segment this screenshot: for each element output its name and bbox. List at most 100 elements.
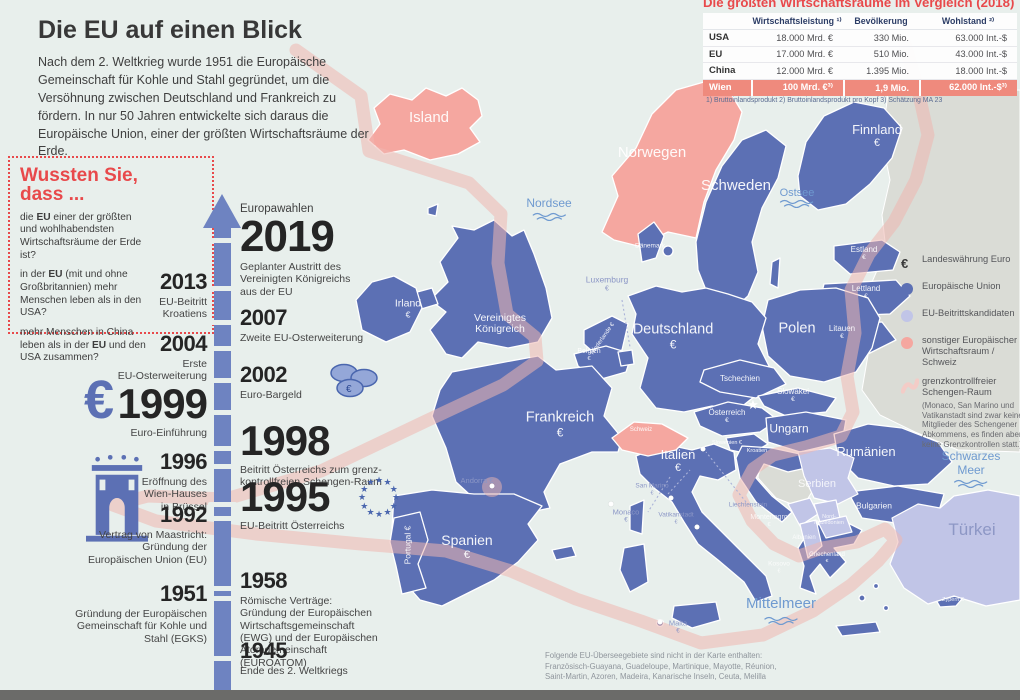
map-country-schweiz (611, 421, 689, 457)
table-rows: USA 18.000 Mrd. € 330 Mio. 63.000 Int.-$ EU 1… (703, 30, 1017, 96)
timeline-arrow-icon (203, 194, 241, 228)
euro-currency-mark: € (874, 136, 880, 149)
timeline-event-text: Beitritt Österreichs zum grenz- kontroll… (240, 463, 382, 489)
euro-currency-mark: € (840, 333, 844, 341)
timeline-year: 2004 (160, 331, 207, 356)
euro-currency-mark: € (463, 548, 471, 561)
timeline-event-1951: 1951 Gründung der Europäischen Gemeinscha… (0, 581, 207, 645)
country-label-kosovo: Kosovo € (768, 560, 790, 574)
row-value: 17.000 Mrd. € (776, 49, 833, 60)
timeline-event-text: Euro-Bargeld (240, 388, 302, 401)
timeline-year: 1995 (240, 473, 330, 520)
country-label-malta: Malta € (669, 619, 687, 634)
facts-box-items: die EU einer der größten und wohlhabends… (20, 212, 202, 365)
legend-text: Europäische Union (922, 281, 1001, 300)
euro-currency-mark: € (587, 356, 591, 363)
sea-name: Ostsee (779, 187, 815, 199)
legend-symbol-euro: € (901, 256, 909, 271)
timeline-tick (208, 502, 237, 507)
legend-text: EU-Beitrittskandidaten (922, 308, 1015, 327)
timeline-tick (208, 596, 237, 601)
timeline-event-prelabel: Europawahlen (240, 203, 314, 215)
wave-icon (780, 199, 815, 211)
map-island-aegaeis-2 (872, 582, 880, 590)
fact-item: in der EU (mit und ohne Großbritannien) … (20, 269, 142, 319)
country-label-montenegro: Montenegro € (750, 514, 787, 528)
country-label-monaco: Monaco € (613, 508, 640, 523)
row-value: 63.000 Int.-$ (955, 32, 1007, 43)
timeline-event-text: Erste EU-Osterweiterung (117, 357, 207, 383)
microstate-dot (700, 446, 706, 452)
country-name: Türkei (948, 520, 996, 540)
legend-symbol-circle-cand (901, 308, 917, 327)
row-value: 18.000 Mrd. € (776, 32, 833, 43)
table-header-cell: Bevölkerung (854, 16, 908, 26)
map-island-faeroeer (427, 203, 439, 217)
euro-coins-icon: € (324, 361, 382, 408)
country-name: Lettland (851, 283, 881, 293)
country-label-albanien: Albanien (792, 535, 815, 541)
legend-label: Landeswährung Euro (922, 254, 1011, 264)
country-label-belgien: Belgien € (577, 348, 600, 362)
legend-item: sonstiger Europäischer Wirtschaftsraum /… (901, 335, 1020, 368)
country-label-frankreich: Frankreich € (526, 410, 595, 439)
country-name: Zypern € (942, 597, 964, 604)
country-label-schweden: Schweden (701, 178, 771, 194)
fact-item: die EU einer der größten und wohlhabends… (20, 211, 142, 261)
country-name: Rumänien (836, 444, 896, 460)
country-label-finnland: Finnland € (852, 123, 902, 149)
country-label-bulgarien: Bulgarien (856, 501, 892, 511)
country-name: Slowenien € (712, 440, 742, 447)
country-label-litauen: Litauen € (829, 324, 855, 341)
sea-label-schwarzes-meer: Schwarzes Meer (942, 449, 1000, 491)
timeline-event-2013: 2013 EU-Beitritt Kroatiens (0, 271, 207, 321)
map-island-gotland (769, 257, 781, 289)
page-title: Die EU auf einen Blick (38, 16, 302, 44)
wien-star-icon: ★ (747, 397, 759, 412)
microstate-dot (668, 495, 674, 501)
timeline-tick (208, 238, 237, 243)
timeline-event-2002: 2002 € Euro-Bargeld (240, 364, 510, 401)
country-label-nord-mazedonien: Nord- Mazedonien (814, 514, 844, 527)
country-name: Deutschland (632, 321, 714, 338)
facts-box-title: Wussten Sie, dass ... (20, 165, 138, 206)
table-header-row: Wirtschaftsleistung ¹⁾ Bevölkerung Wohlsta… (703, 13, 1017, 30)
timeline-event-text: Ende des 2. Weltkriegs (240, 664, 348, 677)
country-label-liechtenstein: Liechtenstein (729, 502, 767, 510)
timeline-event-text: Gründung der Europäischen Gemeinschaft f… (75, 607, 207, 645)
timeline-tick (208, 446, 237, 451)
country-label-schweiz: Schweiz (630, 427, 652, 433)
wave-icon (526, 210, 571, 224)
table-header-cell: Wohlstand ²⁾ (941, 15, 995, 26)
legend-symbol-circle-eu (901, 281, 917, 300)
microstate-dot (694, 524, 700, 530)
sea-label-nordsee: Nordsee (526, 196, 572, 224)
country-label-rum-nien: Rumänien (836, 445, 895, 459)
table-row: EU 17.000 Mrd. € 510 Mio. 43.000 Int.-$ (703, 47, 1017, 63)
euro-currency-mark: € (676, 627, 680, 635)
timeline-year: 2019 (240, 212, 335, 261)
euro-currency-mark: € (791, 396, 795, 404)
map-island-kreta (835, 621, 881, 637)
wave-icon (746, 612, 816, 629)
map-island-sardinien (619, 543, 649, 593)
timeline-tick (208, 410, 237, 415)
row-value: 100 Mrd. €³⁾ (751, 79, 843, 96)
eu-stars-icon: ★ ★ ★ ★ ★ ★ ★ ★ ★ ★ ★ ★ (358, 475, 401, 519)
legend-item: € Landeswährung Euro (901, 254, 1020, 273)
timeline-year: 1951 (160, 581, 207, 606)
country-name: Island (408, 109, 450, 127)
map-island-sizilien (671, 601, 721, 629)
country-label-kroatien: Kroatien (747, 448, 768, 455)
euro-currency-mark: € (825, 559, 829, 565)
timeline-event-1958: 1958 Römische Verträge: Gründung der Euro… (240, 570, 510, 669)
euro-currency-mark: € (862, 254, 866, 262)
timeline-event-1998: 1998 Beitritt Österreichs zum grenz- kont… (240, 420, 510, 489)
map-country-tschechien (699, 359, 787, 399)
footer-bar (0, 690, 1020, 700)
row-value: 12.000 Mrd. € (776, 65, 833, 76)
country-label-vereinigtes-k-nigreich: Vereinigtes Königreich (474, 312, 526, 335)
country-name: Irland (394, 297, 422, 310)
legend-label: Europäische Union (922, 281, 1001, 291)
